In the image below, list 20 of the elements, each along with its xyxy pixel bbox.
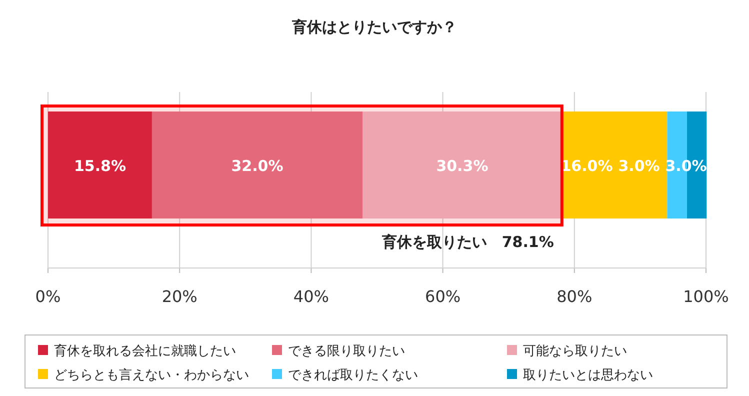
text: 30.3% (436, 157, 488, 175)
legend-label: 取りたいとは思わない (523, 368, 653, 383)
x-tick-label: 20% (162, 287, 198, 306)
legend-label: 可能なら取りたい (523, 344, 627, 359)
chart-title: 育休はとりたいですか？ (291, 18, 457, 36)
band-label: 育休を取りたい 78.1% (380, 233, 554, 251)
bar (48, 112, 152, 218)
x-tick-label: 40% (293, 287, 329, 306)
bar (562, 112, 668, 218)
text: 3.0% (618, 157, 660, 175)
legend-label: 育休を取れる会社に就職したい (54, 343, 236, 359)
legend-label: できれば取りたくない (288, 368, 418, 383)
x-tick-label: 0% (35, 287, 61, 306)
text: 15.8% (74, 157, 126, 175)
text: 32.0% (231, 157, 284, 175)
x-tick-label: 80% (556, 287, 592, 306)
x-tick-label: 60% (425, 287, 461, 306)
legend-label: できる限り取りたい (288, 344, 405, 359)
x-tick-label: 100% (683, 287, 729, 306)
legend-label: どちらとも言えない・わからない (54, 367, 249, 383)
